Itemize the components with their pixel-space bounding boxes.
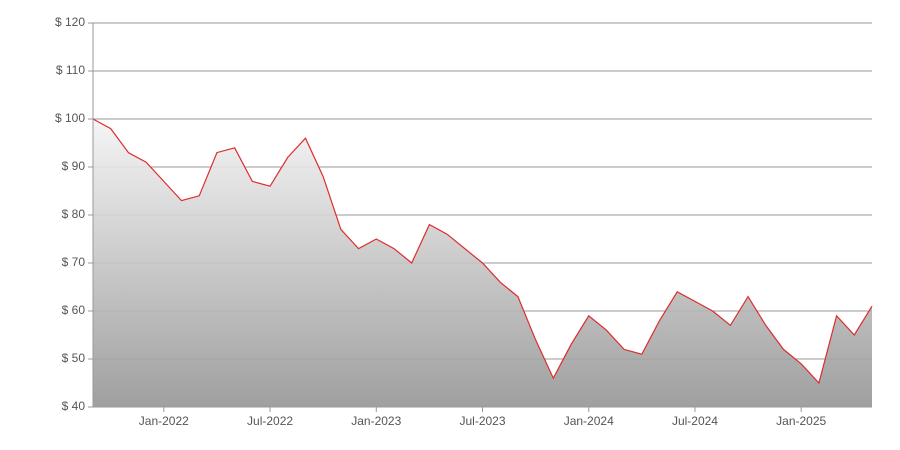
y-tick-label: $ 50: [62, 351, 86, 365]
y-tick-label: $ 90: [62, 159, 86, 173]
y-tick-label: $ 100: [55, 111, 85, 125]
x-tick-label: Jan-2024: [564, 414, 614, 428]
y-tick-label: $ 40: [62, 399, 86, 413]
x-tick-label: Jul-2024: [672, 414, 718, 428]
x-tick-label: Jan-2023: [351, 414, 401, 428]
x-tick-label: Jan-2025: [776, 414, 826, 428]
y-tick-label: $ 70: [62, 255, 86, 269]
x-tick-label: Jul-2022: [247, 414, 293, 428]
x-tick-label: Jan-2022: [139, 414, 189, 428]
y-tick-label: $ 80: [62, 207, 86, 221]
y-tick-label: $ 110: [56, 63, 85, 77]
line: [92, 118, 873, 385]
y-tick-label: $ 120: [55, 15, 85, 29]
x-tick-label: Jul-2023: [459, 414, 505, 428]
y-tick-label: $ 60: [62, 303, 86, 317]
